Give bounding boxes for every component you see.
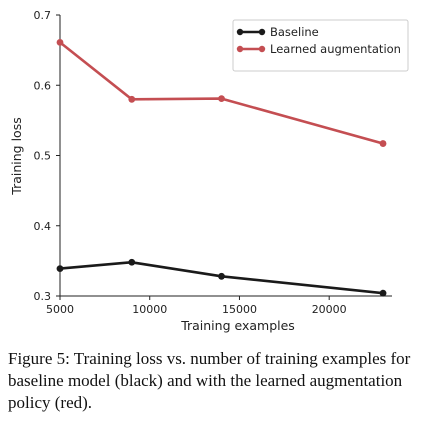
y-tick-label: 0.4 xyxy=(34,220,52,233)
y-tick-label: 0.5 xyxy=(34,150,52,163)
x-tick-label: 15000 xyxy=(222,303,257,316)
series-1 xyxy=(56,258,387,297)
data-point xyxy=(379,140,387,147)
chart-ticks: 5000 10000 15000 20000 0.3 0.4 0.5 0.6 0.7 xyxy=(34,9,347,316)
data-point xyxy=(56,38,64,46)
data-point xyxy=(128,258,136,266)
data-point xyxy=(379,289,387,297)
series-2 xyxy=(56,38,387,147)
data-point xyxy=(56,265,64,273)
x-tick-label: 5000 xyxy=(46,303,74,316)
legend-swatch-marker xyxy=(258,45,266,53)
data-point xyxy=(218,95,225,102)
legend-label: Learned augmentation xyxy=(270,42,401,56)
legend-box xyxy=(232,19,409,72)
legend-label: Baseline xyxy=(270,25,319,39)
series-line xyxy=(58,41,385,145)
y-tick-label: 0.3 xyxy=(34,290,52,303)
data-point xyxy=(218,272,225,280)
x-tick-label: 10000 xyxy=(132,303,167,316)
figure-caption: Figure 5: Training loss vs. number of tr… xyxy=(8,349,411,412)
chart-series xyxy=(56,38,387,297)
x-tick-label: 20000 xyxy=(312,303,347,316)
y-axis-label: Training loss xyxy=(9,117,24,195)
legend-swatch-marker xyxy=(236,45,244,53)
y-tick-label: 0.7 xyxy=(34,9,52,22)
series-line xyxy=(58,260,385,295)
y-tick-label: 0.6 xyxy=(34,79,52,92)
data-point xyxy=(128,95,136,103)
legend-swatch-marker xyxy=(258,28,266,36)
x-axis-label: Training examples xyxy=(180,318,295,333)
chart-legend: Baseline Learned augmentation xyxy=(232,19,409,72)
legend-swatch-marker xyxy=(236,28,244,36)
chart: 5000 10000 15000 20000 0.3 0.4 0.5 0.6 0.7 Basel… xyxy=(9,9,409,333)
